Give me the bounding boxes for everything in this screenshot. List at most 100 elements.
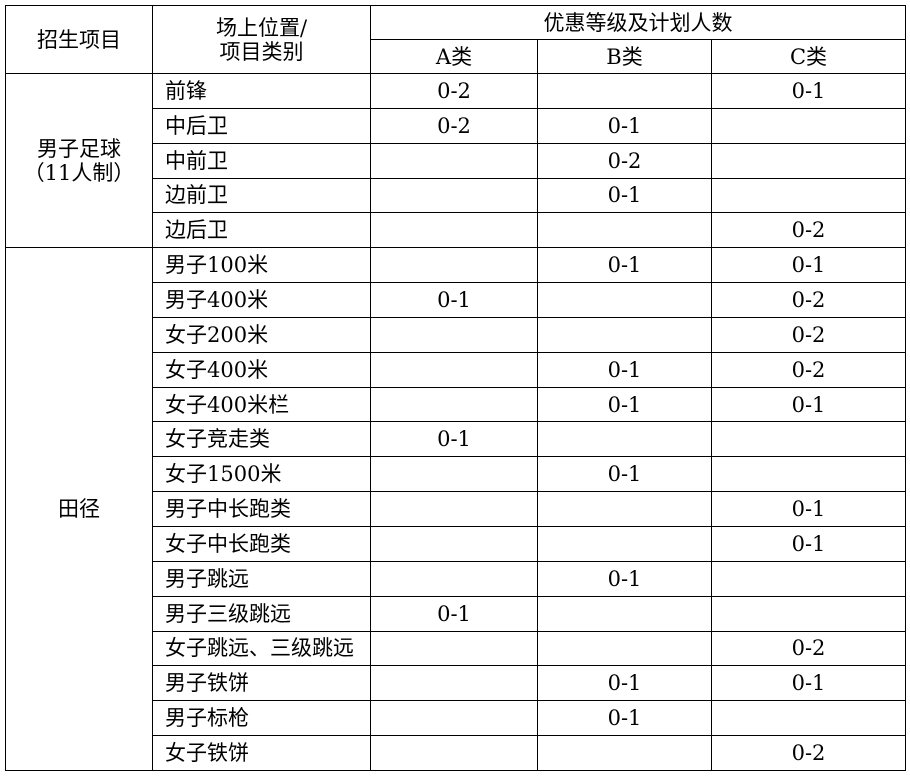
item-name-cell: 女子铁饼	[152, 735, 371, 771]
table-row: 女子200米 0-2	[6, 316, 907, 353]
level-b-cell: 0-1	[537, 560, 712, 597]
item-name-cell: 女子跳远、三级跳远	[152, 630, 371, 667]
item-name-cell: 女子竞走类	[152, 421, 371, 458]
item-name-cell: 男子400米	[152, 282, 371, 318]
level-a-cell	[370, 386, 538, 423]
level-c-cell	[710, 560, 907, 597]
table-row: 中后卫 0-2 0-1	[6, 107, 907, 144]
item-name-cell: 前锋	[152, 73, 371, 109]
level-b-cell	[537, 525, 712, 562]
level-a-cell	[370, 247, 538, 284]
item-name-cell: 男子中长跑类	[152, 491, 371, 527]
level-a-cell	[370, 351, 538, 388]
table-row: 男子400米 0-1 0-2	[6, 282, 907, 318]
level-c-cell: 0-2	[710, 282, 907, 318]
item-name-cell: 男子标枪	[152, 700, 371, 737]
level-c-cell	[710, 421, 907, 458]
table-row: 男子足球 （11人制） 前锋 0-2 0-1	[5, 72, 907, 249]
level-c-cell: 0-1	[710, 73, 907, 109]
item-name-cell: 男子三级跳远	[152, 595, 371, 632]
level-b-cell	[537, 735, 712, 771]
level-a-cell	[370, 560, 538, 597]
level-b-cell	[537, 595, 712, 632]
level-c-cell	[710, 177, 907, 214]
item-name-cell: 边前卫	[152, 177, 371, 214]
item-name-cell: 边后卫	[152, 212, 371, 249]
level-b-cell: 0-1	[537, 665, 712, 702]
level-a-cell	[370, 700, 538, 737]
level-a-cell	[370, 316, 538, 353]
level-a-cell	[370, 665, 538, 702]
item-name-cell: 女子中长跑类	[152, 525, 371, 562]
level-b-cell	[537, 491, 712, 527]
table-row: 田径 男子100米 0-1 0-1	[5, 247, 907, 771]
level-c-cell	[710, 700, 907, 737]
level-c-cell: 0-1	[710, 247, 907, 284]
header-level-c: C类	[710, 39, 907, 74]
level-a-cell: 0-1	[370, 421, 538, 458]
level-c-cell: 0-1	[710, 665, 907, 702]
level-a-cell	[370, 456, 538, 493]
header-level-group: 优惠等级及计划人数	[369, 5, 907, 40]
level-a-cell	[370, 212, 538, 249]
level-a-cell	[370, 491, 538, 527]
item-name-cell: 女子200米	[152, 316, 371, 353]
table-row: 中前卫 0-2	[6, 142, 907, 179]
item-name-cell: 中前卫	[152, 142, 371, 179]
level-c-cell	[710, 456, 907, 493]
level-c-cell: 0-2	[710, 316, 907, 353]
level-c-cell: 0-2	[710, 735, 907, 771]
level-b-cell: 0-1	[537, 177, 712, 214]
level-c-cell: 0-2	[710, 351, 907, 388]
table-row: 女子中长跑类 0-1	[6, 525, 907, 562]
level-a-cell	[370, 630, 538, 667]
level-b-cell: 0-1	[537, 107, 712, 144]
item-name-cell: 男子100米	[152, 247, 371, 284]
level-c-cell: 0-1	[710, 525, 907, 562]
item-name-cell: 中后卫	[152, 107, 371, 144]
level-b-cell: 0-1	[537, 386, 712, 423]
header-level-a: A类	[370, 39, 538, 74]
table-row: 边后卫 0-2	[6, 212, 907, 249]
table-row: 女子跳远、三级跳远 0-2	[6, 630, 907, 667]
header-position-line1: 场上位置/	[215, 15, 308, 40]
level-b-cell	[537, 212, 712, 249]
level-c-cell	[710, 107, 907, 144]
level-a-cell	[370, 525, 538, 562]
header-position-line2: 项目类别	[219, 39, 304, 64]
level-a-cell: 0-2	[370, 73, 538, 109]
level-c-cell: 0-2	[710, 630, 907, 667]
level-c-cell: 0-2	[710, 212, 907, 249]
header-project: 招生项目	[5, 5, 153, 74]
table-row: 女子1500米 0-1	[6, 456, 907, 493]
group-name: 田径	[5, 247, 153, 771]
level-a-cell: 0-1	[370, 595, 538, 632]
level-c-cell	[710, 142, 907, 179]
item-name-cell: 男子跳远	[152, 560, 371, 597]
table-row: 女子铁饼 0-2	[6, 735, 907, 771]
level-a-cell: 0-1	[370, 282, 538, 318]
level-b-cell: 0-2	[537, 142, 712, 179]
item-name-cell: 男子铁饼	[152, 665, 371, 702]
level-b-cell: 0-1	[537, 351, 712, 388]
level-a-cell: 0-2	[370, 107, 538, 144]
item-name-cell: 女子400米	[152, 351, 371, 388]
header-position: 场上位置/ 项目类别	[152, 5, 371, 74]
enrollment-table: 招生项目 场上位置/ 项目类别 优惠等级及计划人数 A类 B类 C类 男子足球（…	[5, 5, 907, 771]
level-b-cell	[537, 316, 712, 353]
table-row: 男子跳远 0-1	[6, 560, 907, 597]
group-name: 男子足球 （11人制）	[5, 72, 153, 249]
level-b-cell: 0-1	[537, 456, 712, 493]
level-b-cell	[537, 282, 712, 318]
group-name-line: 田径	[58, 497, 100, 522]
level-c-cell: 0-1	[710, 386, 907, 423]
table-row: 男子铁饼 0-1 0-1	[6, 665, 907, 702]
table-row: 女子竞走类 0-1	[6, 421, 907, 458]
level-a-cell	[370, 142, 538, 179]
table-row: 女子400米栏 0-1 0-1	[6, 386, 907, 423]
level-a-cell	[370, 177, 538, 214]
level-b-cell: 0-1	[537, 247, 712, 284]
level-c-cell	[710, 595, 907, 632]
item-name-cell: 女子1500米	[152, 456, 371, 493]
level-b-cell	[537, 421, 712, 458]
